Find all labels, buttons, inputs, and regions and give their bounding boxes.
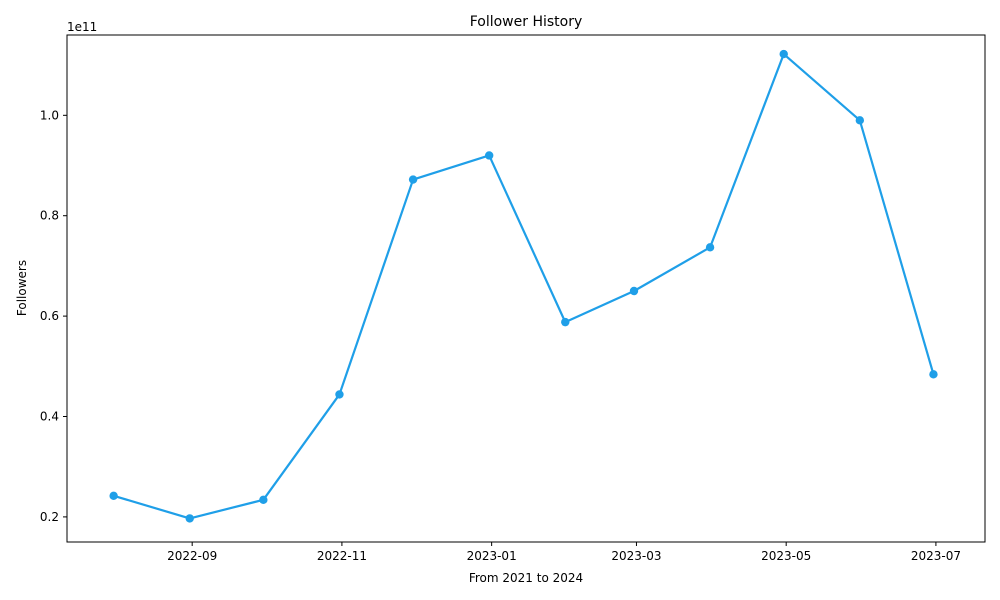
y-offset-text: 1e11 bbox=[67, 20, 97, 34]
y-axis-label: Followers bbox=[15, 260, 29, 316]
data-point bbox=[408, 175, 418, 184]
data-point bbox=[629, 286, 639, 296]
x-tick-label: 2023-05 bbox=[761, 549, 811, 563]
data-point bbox=[929, 370, 938, 379]
y-tick-label: 0.2 bbox=[40, 510, 59, 524]
ticks-layer: 2022-09 2022-11 2023-01 2023-03 2023-05 2023-… bbox=[40, 108, 961, 563]
x-axis-label: From 2021 to 2024 bbox=[469, 571, 583, 585]
data-point bbox=[561, 317, 570, 327]
data-point bbox=[779, 49, 788, 59]
chart-title: Follower History bbox=[470, 14, 583, 30]
y-tick-label: 0.6 bbox=[40, 309, 59, 323]
x-tick-label: 2023-07 bbox=[911, 549, 961, 563]
x-tick-label: 2022-09 bbox=[167, 549, 217, 563]
data-point bbox=[335, 390, 344, 399]
x-tick-label: 2022-11 bbox=[317, 549, 367, 563]
series-layer bbox=[109, 49, 938, 523]
data-point bbox=[109, 491, 118, 501]
y-tick-label: 1.0 bbox=[40, 108, 59, 122]
x-tick-label: 2023-01 bbox=[467, 549, 517, 563]
y-tick-label: 0.8 bbox=[40, 209, 59, 223]
x-tick-label: 2023-03 bbox=[611, 549, 661, 563]
y-tick-label: 0.4 bbox=[40, 410, 59, 424]
series-line bbox=[113, 52, 935, 520]
data-point bbox=[484, 151, 494, 160]
data-point bbox=[855, 116, 865, 125]
data-point bbox=[185, 514, 194, 523]
data-point bbox=[259, 495, 268, 505]
plot-frame bbox=[66, 34, 986, 543]
data-point bbox=[705, 243, 715, 252]
